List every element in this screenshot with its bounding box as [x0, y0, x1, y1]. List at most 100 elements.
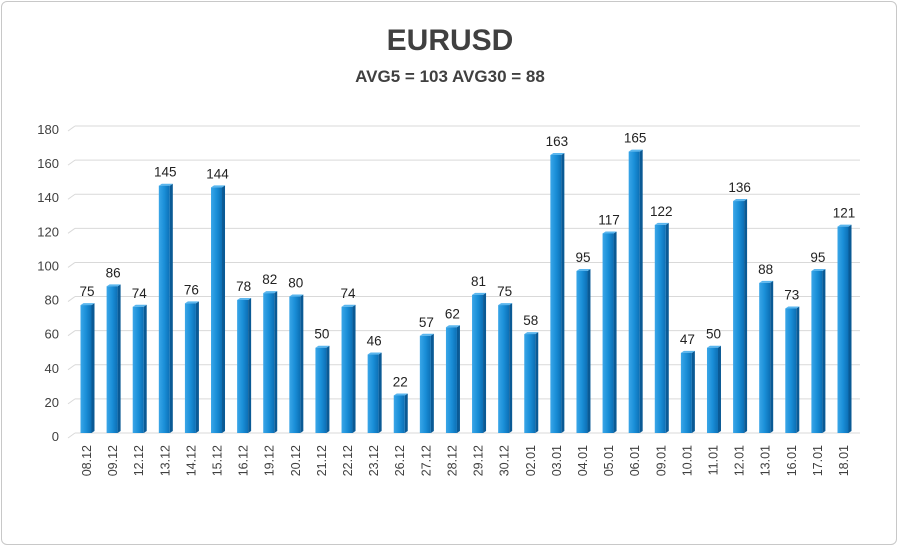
- bar-top: [341, 304, 356, 307]
- bar-group: 82 19.12: [262, 272, 277, 476]
- data-label: 74: [341, 286, 357, 301]
- y-tick-label: 20: [45, 395, 59, 410]
- bar-top: [315, 345, 330, 348]
- bar: [184, 303, 196, 433]
- gridline-depth: [67, 262, 76, 268]
- x-tick-label: 10.01: [680, 445, 694, 476]
- bar-side: [587, 268, 591, 433]
- data-label: 78: [236, 279, 251, 294]
- chart-title: EURUSD: [387, 24, 514, 57]
- x-tick-label: 08.12: [80, 445, 94, 476]
- data-label: 73: [784, 287, 799, 302]
- data-label: 121: [833, 206, 856, 221]
- gridline-depth: [67, 364, 76, 371]
- bar-side: [91, 303, 95, 433]
- bar: [498, 305, 510, 433]
- bar: [654, 224, 666, 433]
- x-tick-label: 29.12: [472, 445, 486, 476]
- data-label: 62: [445, 306, 460, 321]
- data-label: 57: [419, 315, 434, 330]
- bar-group: 75 30.12: [497, 284, 512, 476]
- data-label: 144: [206, 166, 229, 181]
- bar-group: 74 22.12: [341, 286, 357, 476]
- y-tick-label: 160: [37, 156, 59, 171]
- bar-group: 58 02.01: [523, 313, 538, 476]
- bar: [132, 306, 144, 433]
- x-tick-label: 09.01: [654, 445, 668, 476]
- bar-side: [770, 280, 774, 433]
- bar-top: [576, 268, 591, 271]
- data-label: 117: [598, 212, 620, 227]
- bar-side: [300, 294, 304, 433]
- x-tick-label: 30.12: [498, 445, 512, 476]
- chart-subtitle: AVG5 = 103 AVG30 = 88: [355, 67, 545, 86]
- bar-top: [759, 280, 774, 283]
- x-tick-label: 22.12: [341, 445, 355, 476]
- bar-side: [430, 333, 434, 433]
- bar-side: [195, 301, 199, 433]
- bar-side: [796, 306, 800, 433]
- data-label: 50: [706, 327, 721, 342]
- bar: [550, 154, 562, 433]
- bar-group: 80 20.12: [288, 276, 303, 477]
- data-label: 75: [79, 284, 94, 299]
- bar: [80, 305, 92, 433]
- x-tick-label: 19.12: [263, 445, 277, 476]
- x-tick-label: 06.01: [628, 445, 642, 476]
- bar-side: [352, 304, 356, 433]
- bar-top: [132, 304, 147, 307]
- bar-side: [822, 268, 826, 433]
- bar: [393, 395, 405, 433]
- bar-side: [248, 297, 252, 433]
- bar-top: [237, 297, 252, 300]
- bar-group: 46 23.12: [367, 334, 382, 477]
- data-label: 122: [650, 204, 673, 219]
- x-tick-label: 27.12: [419, 445, 433, 476]
- y-tick-label: 180: [37, 122, 59, 137]
- bar-group: 136 12.01: [728, 180, 751, 476]
- x-tick-label: 16.01: [785, 445, 799, 476]
- y-tick-label: 100: [37, 258, 59, 273]
- data-label: 88: [758, 262, 773, 277]
- x-tick-label: 11.01: [706, 445, 720, 475]
- data-label: 50: [314, 327, 329, 342]
- data-label: 22: [393, 374, 408, 389]
- bar-top: [654, 222, 669, 225]
- x-tick-label: 12.01: [733, 445, 747, 476]
- bar-group: 22 26.12: [393, 374, 408, 476]
- bar-side: [456, 325, 460, 433]
- x-tick-label: 13.12: [158, 445, 172, 476]
- bar-side: [483, 292, 487, 433]
- bar-side: [326, 345, 330, 433]
- bar-group: 122 09.01: [650, 204, 673, 476]
- bar-top: [498, 303, 513, 306]
- bar-top: [393, 393, 408, 396]
- data-label: 82: [262, 272, 277, 287]
- data-label: 136: [728, 180, 751, 195]
- bar-group: 50 21.12: [314, 327, 329, 477]
- bar-group: 81 29.12: [471, 274, 486, 476]
- bar-side: [169, 183, 173, 433]
- x-tick-label: 26.12: [393, 445, 407, 476]
- bar: [576, 270, 588, 433]
- x-tick-label: 09.12: [106, 445, 120, 476]
- bar-side: [665, 222, 669, 433]
- bar-group: 62 28.12: [445, 306, 460, 476]
- y-tick-label: 80: [45, 293, 59, 308]
- bar-group: 74 12.12: [132, 286, 148, 476]
- bar-group: 117 05.01: [598, 212, 620, 476]
- bar-group: 165 06.01: [624, 131, 647, 477]
- bar-top: [263, 291, 278, 294]
- bar-side: [378, 352, 382, 433]
- bar-side: [639, 149, 643, 434]
- x-tick-label: 04.01: [576, 445, 590, 476]
- x-tick-label: 14.12: [184, 445, 198, 476]
- bar-side: [561, 152, 565, 433]
- bar-top: [785, 306, 800, 309]
- bar-top: [837, 224, 852, 227]
- bar-top: [419, 333, 434, 336]
- data-label: 74: [132, 286, 148, 301]
- bar-top: [811, 268, 826, 271]
